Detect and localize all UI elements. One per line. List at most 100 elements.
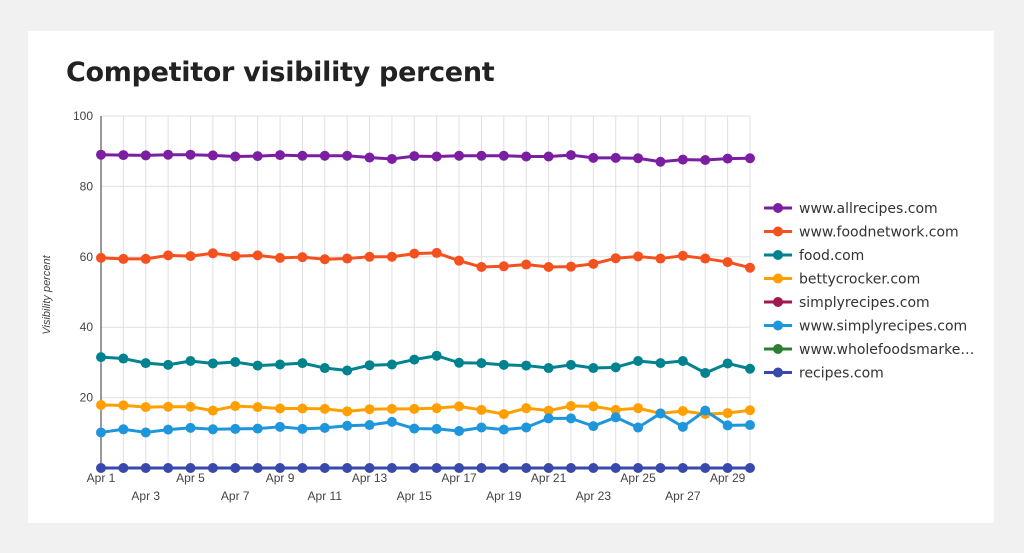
data-point xyxy=(207,150,218,161)
data-point xyxy=(431,463,442,473)
x-tick-label: Apr 11 xyxy=(308,489,343,503)
data-point xyxy=(454,255,465,266)
data-point xyxy=(677,405,688,416)
data-point xyxy=(118,400,129,411)
data-point xyxy=(745,405,755,416)
data-point xyxy=(207,248,218,259)
data-point xyxy=(386,403,397,414)
legend-label: www.wholefoodsmarke… xyxy=(799,342,974,358)
data-point xyxy=(386,251,397,262)
data-point xyxy=(565,401,576,412)
data-point xyxy=(409,463,420,473)
series-www-foodnetwork-com xyxy=(96,247,755,273)
data-point xyxy=(521,151,532,162)
data-point xyxy=(610,404,621,415)
data-point xyxy=(118,353,129,364)
data-point xyxy=(745,363,755,374)
data-point xyxy=(96,399,106,410)
data-point xyxy=(319,422,330,433)
data-point xyxy=(96,463,106,473)
data-point xyxy=(476,150,487,161)
data-point xyxy=(521,463,532,473)
data-point xyxy=(543,405,554,416)
data-point xyxy=(565,359,576,370)
data-point xyxy=(252,360,263,371)
data-point xyxy=(722,463,733,473)
data-point xyxy=(655,156,666,167)
data-point xyxy=(543,413,554,424)
legend-label: food.com xyxy=(799,248,864,264)
legend-item: bettycrocker.com xyxy=(764,272,920,288)
x-tick-label: Apr 7 xyxy=(221,489,250,503)
data-point xyxy=(476,262,487,273)
data-point xyxy=(140,358,151,369)
data-point xyxy=(431,350,442,361)
chart-card: Competitor visibility percent 20 40 60 80 10… xyxy=(28,31,994,523)
data-point xyxy=(140,463,151,473)
x-tick-label: Apr 9 xyxy=(266,471,295,485)
data-point xyxy=(185,355,196,366)
data-point xyxy=(722,408,733,419)
data-point xyxy=(498,359,509,370)
data-point xyxy=(722,420,733,431)
data-point xyxy=(230,463,241,473)
data-point xyxy=(677,421,688,432)
legend-marker xyxy=(773,226,783,237)
data-point xyxy=(207,405,218,416)
data-point xyxy=(118,463,129,473)
data-point xyxy=(342,406,353,417)
data-point xyxy=(230,151,241,162)
data-point xyxy=(163,250,174,261)
data-point xyxy=(342,420,353,431)
y-tick-label: 80 xyxy=(80,179,94,193)
data-point xyxy=(230,357,241,368)
data-point xyxy=(364,404,375,415)
data-point xyxy=(364,463,375,473)
data-point xyxy=(163,463,174,473)
data-point xyxy=(588,363,599,374)
data-point xyxy=(610,463,621,473)
legend-item: www.wholefoodsmarke… xyxy=(764,342,974,358)
x-tick-label: Apr 23 xyxy=(576,489,612,503)
data-point xyxy=(655,463,666,473)
y-tick-label: 20 xyxy=(80,391,94,405)
data-point xyxy=(521,403,532,414)
data-point xyxy=(275,421,286,432)
y-tick-label: 60 xyxy=(80,250,94,264)
data-point xyxy=(118,253,129,264)
data-point xyxy=(745,420,755,431)
legend-label: www.simplyrecipes.com xyxy=(799,319,967,335)
data-point xyxy=(96,252,106,263)
data-point xyxy=(140,402,151,413)
data-point xyxy=(364,420,375,431)
data-point xyxy=(610,362,621,373)
data-point xyxy=(252,250,263,261)
legend-marker xyxy=(773,344,783,354)
data-point xyxy=(185,401,196,412)
line-chart: 20 40 60 80 100 Visibility percent Apr 1 Apr 3 A… xyxy=(41,109,974,503)
data-point xyxy=(700,155,711,165)
data-point xyxy=(521,360,532,371)
data-point xyxy=(745,262,755,273)
legend-marker xyxy=(773,297,783,307)
data-point xyxy=(498,409,509,420)
data-point xyxy=(565,463,576,473)
data-point xyxy=(342,253,353,264)
data-point xyxy=(454,426,465,437)
data-point xyxy=(96,352,106,363)
data-point xyxy=(476,358,487,369)
x-tick-label: Apr 15 xyxy=(397,489,433,503)
data-point xyxy=(655,253,666,264)
data-point xyxy=(543,463,554,473)
legend-label: www.foodnetwork.com xyxy=(799,225,959,241)
data-point xyxy=(610,412,621,423)
series-bettycrocker-com xyxy=(96,399,755,420)
legend-marker xyxy=(773,320,783,331)
data-point xyxy=(431,151,442,162)
x-tick-label: Apr 27 xyxy=(665,489,701,503)
data-point xyxy=(565,261,576,272)
data-point xyxy=(230,423,241,434)
data-point xyxy=(297,463,308,473)
legend-label: simplyrecipes.com xyxy=(799,295,930,311)
series-line xyxy=(100,354,751,375)
